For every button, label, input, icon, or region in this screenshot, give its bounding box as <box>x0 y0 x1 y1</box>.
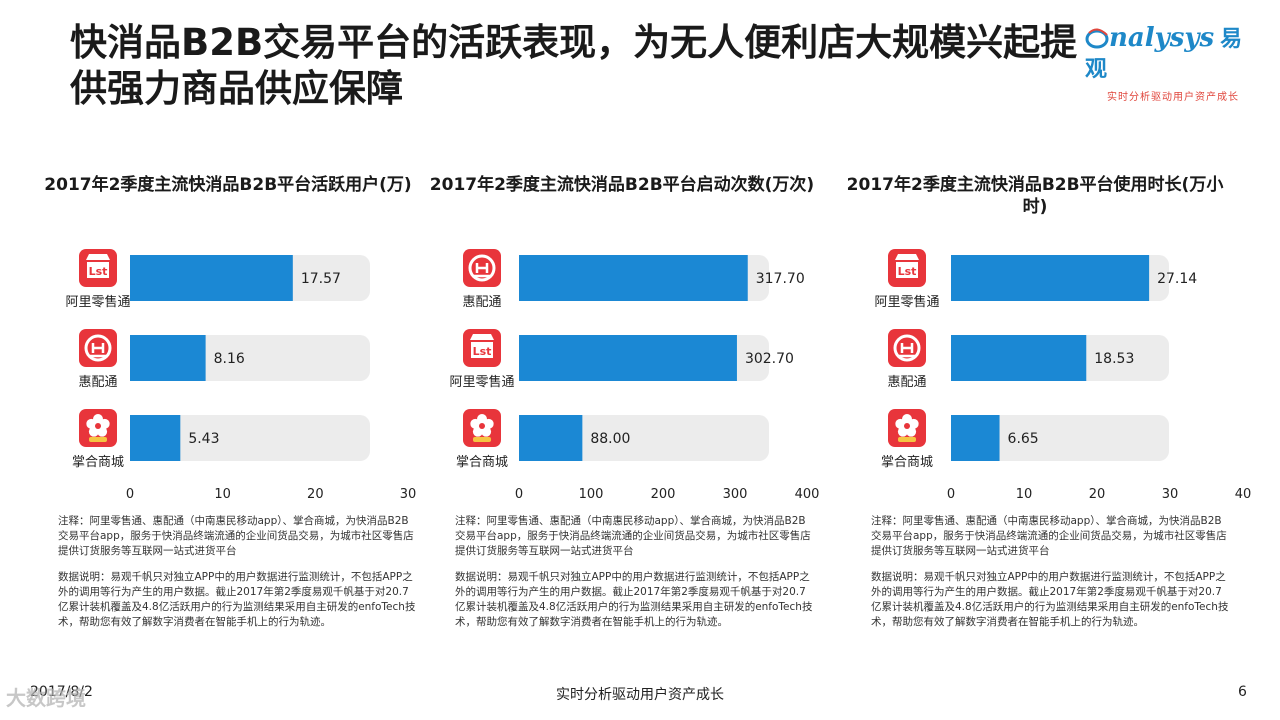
lst-store-icon: Lst <box>463 329 501 367</box>
chart-title: 2017年2季度主流快消品B2B平台活跃用户(万) <box>44 175 412 195</box>
bar-chart-launches: 317.70 惠配通 302.70 Lst 阿里零售通 88.00 掌合商城 0 100 200 3… <box>449 249 820 502</box>
chart-panel-launches: 2017年2季度主流快消品B2B平台启动次数(万次) 317.70 惠配通 302.… <box>422 170 822 670</box>
data-label: 6.65 <box>1008 431 1039 447</box>
category-label: 惠配通 <box>462 295 501 310</box>
category-label: 阿里零售通 <box>65 294 130 310</box>
x-tick-label: 400 <box>795 487 820 502</box>
logo-swirl-icon <box>1085 28 1109 49</box>
logo-slogan: 实时分析驱动用户资产成长 <box>1107 92 1239 103</box>
category-label: 掌合商城 <box>456 455 508 470</box>
chart-data-note: 数据说明：易观千帆只对独立APP中的用户数据进行监测统计，不包括APP之外的调用… <box>455 571 813 628</box>
zhanghe-flower-icon <box>79 409 117 447</box>
data-label: 18.53 <box>1094 351 1134 367</box>
data-label: 5.43 <box>188 431 219 447</box>
lst-store-icon: Lst <box>888 249 926 287</box>
huipeitong-icon <box>463 249 501 287</box>
svg-text:Lst: Lst <box>89 265 108 278</box>
data-label: 27.14 <box>1157 271 1197 287</box>
data-label: 17.57 <box>301 271 341 287</box>
bar <box>951 415 1000 461</box>
x-tick-label: 0 <box>515 487 523 502</box>
x-tick-label: 20 <box>307 487 324 502</box>
chart-data-note: 数据说明：易观千帆只对独立APP中的用户数据进行监测统计，不包括APP之外的调用… <box>58 571 416 628</box>
chart-data-note: 数据说明：易观千帆只对独立APP中的用户数据进行监测统计，不包括APP之外的调用… <box>871 571 1229 628</box>
category-label: 阿里零售通 <box>874 294 939 310</box>
logo-cn: 易观 <box>1085 27 1243 82</box>
category-label: 惠配通 <box>78 375 117 390</box>
x-tick-label: 100 <box>579 487 604 502</box>
footer-slogan: 实时分析驱动用户资产成长 <box>556 687 724 703</box>
bar <box>951 255 1150 301</box>
x-tick-label: 300 <box>723 487 748 502</box>
page-number: 6 <box>1238 684 1247 700</box>
bar-track <box>130 415 370 461</box>
data-label: 88.00 <box>590 431 630 447</box>
bar <box>519 255 748 301</box>
x-tick-label: 10 <box>1016 487 1033 502</box>
bar <box>519 335 737 381</box>
zhanghe-flower-icon <box>888 409 926 447</box>
bar-chart-active-users: 17.57 Lst 阿里零售通 8.16 惠配通 5.43 掌合商城 0 10 20 30 <box>65 249 417 502</box>
x-tick-label: 0 <box>947 487 955 502</box>
huipeitong-icon <box>888 329 926 367</box>
x-tick-label: 30 <box>400 487 417 502</box>
lst-store-icon: Lst <box>79 249 117 287</box>
analysys-logo: nalysys 易观 实时分析驱动用户资产成长 <box>1085 23 1260 103</box>
watermark: 大数跨境 <box>6 686 86 710</box>
x-tick-label: 20 <box>1089 487 1106 502</box>
bar <box>519 415 583 461</box>
x-tick-label: 10 <box>214 487 231 502</box>
footer-date: 2017/8/2 <box>30 684 93 700</box>
zhanghe-flower-icon <box>463 409 501 447</box>
chart-title: 2017年2季度主流快消品B2B平台使用时长(万小时) <box>846 175 1224 217</box>
data-label: 302.70 <box>745 351 794 367</box>
x-tick-label: 200 <box>651 487 676 502</box>
chart-note: 注释：阿里零售通、惠配通（中南惠民移动app）、掌合商城，为快消品B2B交易平台… <box>58 515 414 557</box>
chart-panel-active-users: 2017年2季度主流快消品B2B平台活跃用户(万) 17.57 Lst 阿里零售通 8… <box>28 170 428 670</box>
category-label: 阿里零售通 <box>449 374 514 390</box>
data-label: 8.16 <box>214 351 245 367</box>
category-label: 掌合商城 <box>72 455 124 470</box>
bar-chart-usage-time: 27.14 Lst 阿里零售通 18.53 惠配通 6.65 掌合商城 0 10 20 30 40 <box>874 249 1252 502</box>
x-tick-label: 0 <box>126 487 134 502</box>
chart-note: 注释：阿里零售通、惠配通（中南惠民移动app）、掌合商城，为快消品B2B交易平台… <box>871 515 1227 557</box>
category-label: 惠配通 <box>887 375 926 390</box>
bar-track <box>951 415 1169 461</box>
x-tick-label: 30 <box>1162 487 1179 502</box>
logo-text: nalysys <box>1109 23 1215 53</box>
bar <box>130 335 206 381</box>
page-title: 快消品B2B交易平台的活跃表现，为无人便利店大规模兴起提供强力商品供应保障 <box>70 21 1078 110</box>
svg-text:Lst: Lst <box>898 265 917 278</box>
x-tick-label: 40 <box>1235 487 1252 502</box>
chart-note: 注释：阿里零售通、惠配通（中南惠民移动app）、掌合商城，为快消品B2B交易平台… <box>455 515 811 557</box>
category-label: 掌合商城 <box>881 455 933 470</box>
chart-panel-usage-time: 2017年2季度主流快消品B2B平台使用时长(万小时) 27.14 Lst 阿里零售… <box>835 170 1252 670</box>
bar <box>130 415 181 461</box>
huipeitong-icon <box>79 329 117 367</box>
chart-title: 2017年2季度主流快消品B2B平台启动次数(万次) <box>429 175 815 195</box>
svg-text:Lst: Lst <box>473 345 492 358</box>
bar <box>130 255 293 301</box>
bar <box>951 335 1087 381</box>
data-label: 317.70 <box>756 271 805 287</box>
